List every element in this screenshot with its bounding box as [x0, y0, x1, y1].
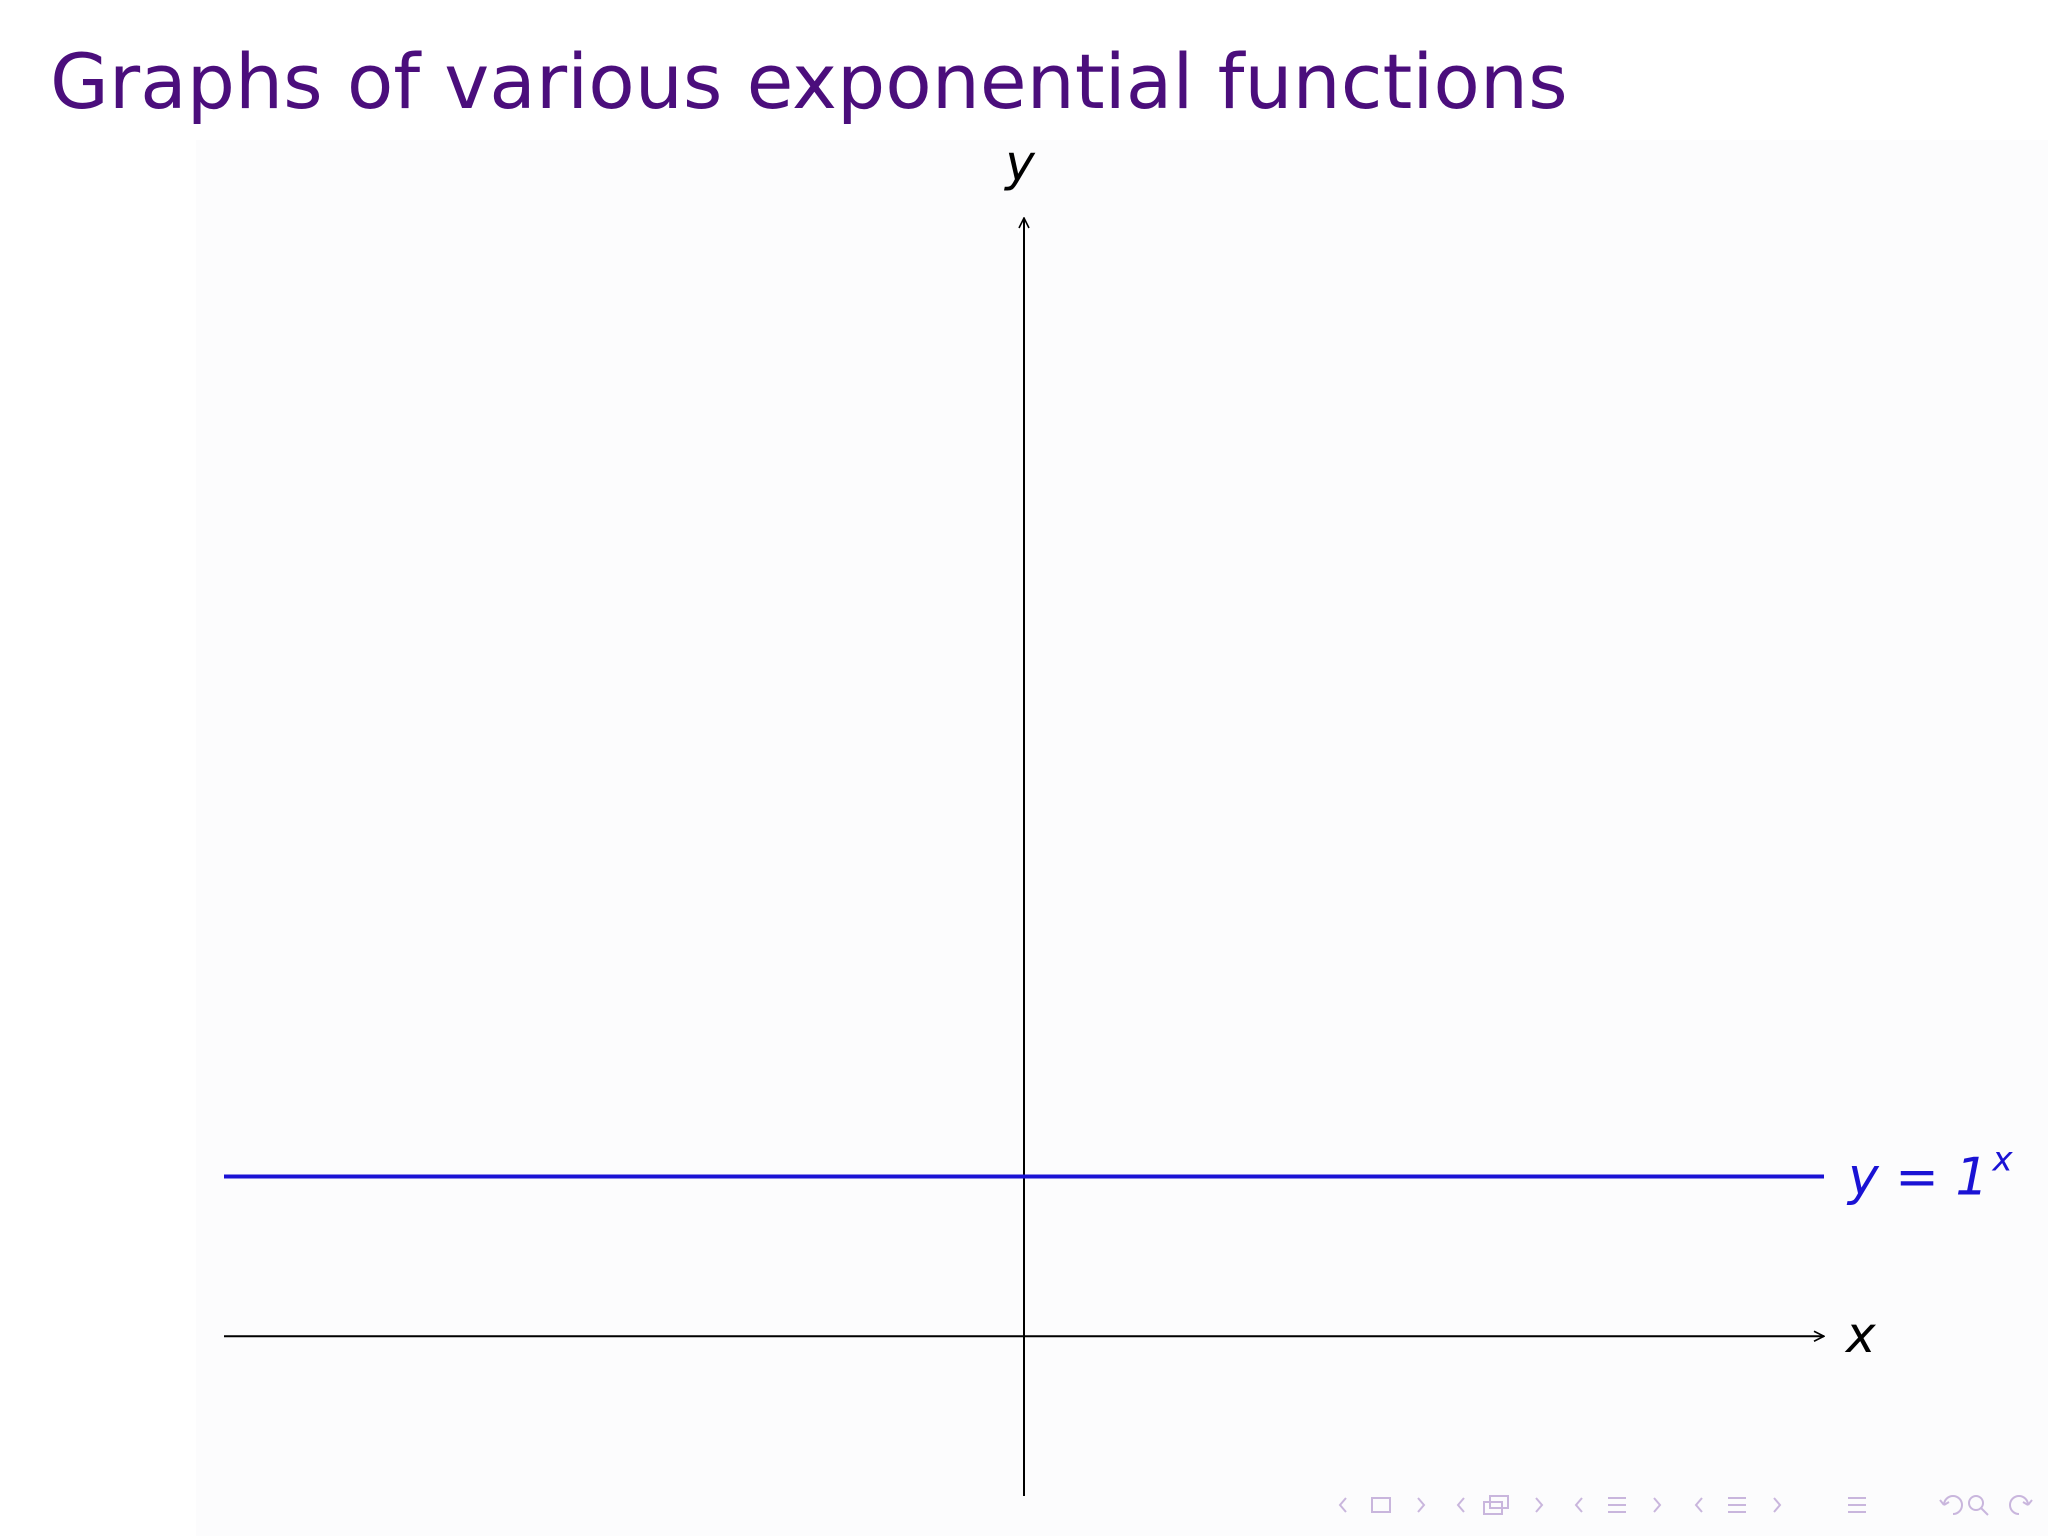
undo-icon[interactable] — [1939, 1495, 1963, 1515]
align-icon[interactable] — [1848, 1497, 1866, 1513]
slide-title: Graphs of various exponential functions — [50, 37, 1568, 126]
arrow-left-icon[interactable] — [1456, 1497, 1465, 1513]
search-icon[interactable] — [1968, 1495, 1989, 1516]
section-icon[interactable] — [1728, 1497, 1746, 1513]
y-axis-label: y — [1003, 134, 1036, 192]
arrow-left-icon[interactable] — [1574, 1497, 1583, 1513]
frame-icon[interactable] — [1371, 1497, 1391, 1513]
section-icon[interactable] — [1608, 1497, 1626, 1513]
arrow-left-icon[interactable] — [1338, 1497, 1347, 1513]
arrow-left-icon[interactable] — [1694, 1497, 1703, 1513]
arrow-right-icon[interactable] — [1535, 1497, 1544, 1513]
arrow-right-icon[interactable] — [1653, 1497, 1662, 1513]
arrow-right-icon[interactable] — [1773, 1497, 1782, 1513]
arrow-right-icon[interactable] — [1417, 1497, 1426, 1513]
redo-icon[interactable] — [2009, 1495, 2033, 1515]
series-label-base: y = 1 — [1846, 1148, 1989, 1208]
beamer-navigation-bar[interactable] — [1338, 1495, 2033, 1516]
plot-area — [196, 140, 2048, 1536]
series-label-exponent: x — [1992, 1140, 2014, 1180]
x-axis-label: x — [1844, 1306, 1876, 1364]
subsection-icon[interactable] — [1483, 1495, 1509, 1515]
